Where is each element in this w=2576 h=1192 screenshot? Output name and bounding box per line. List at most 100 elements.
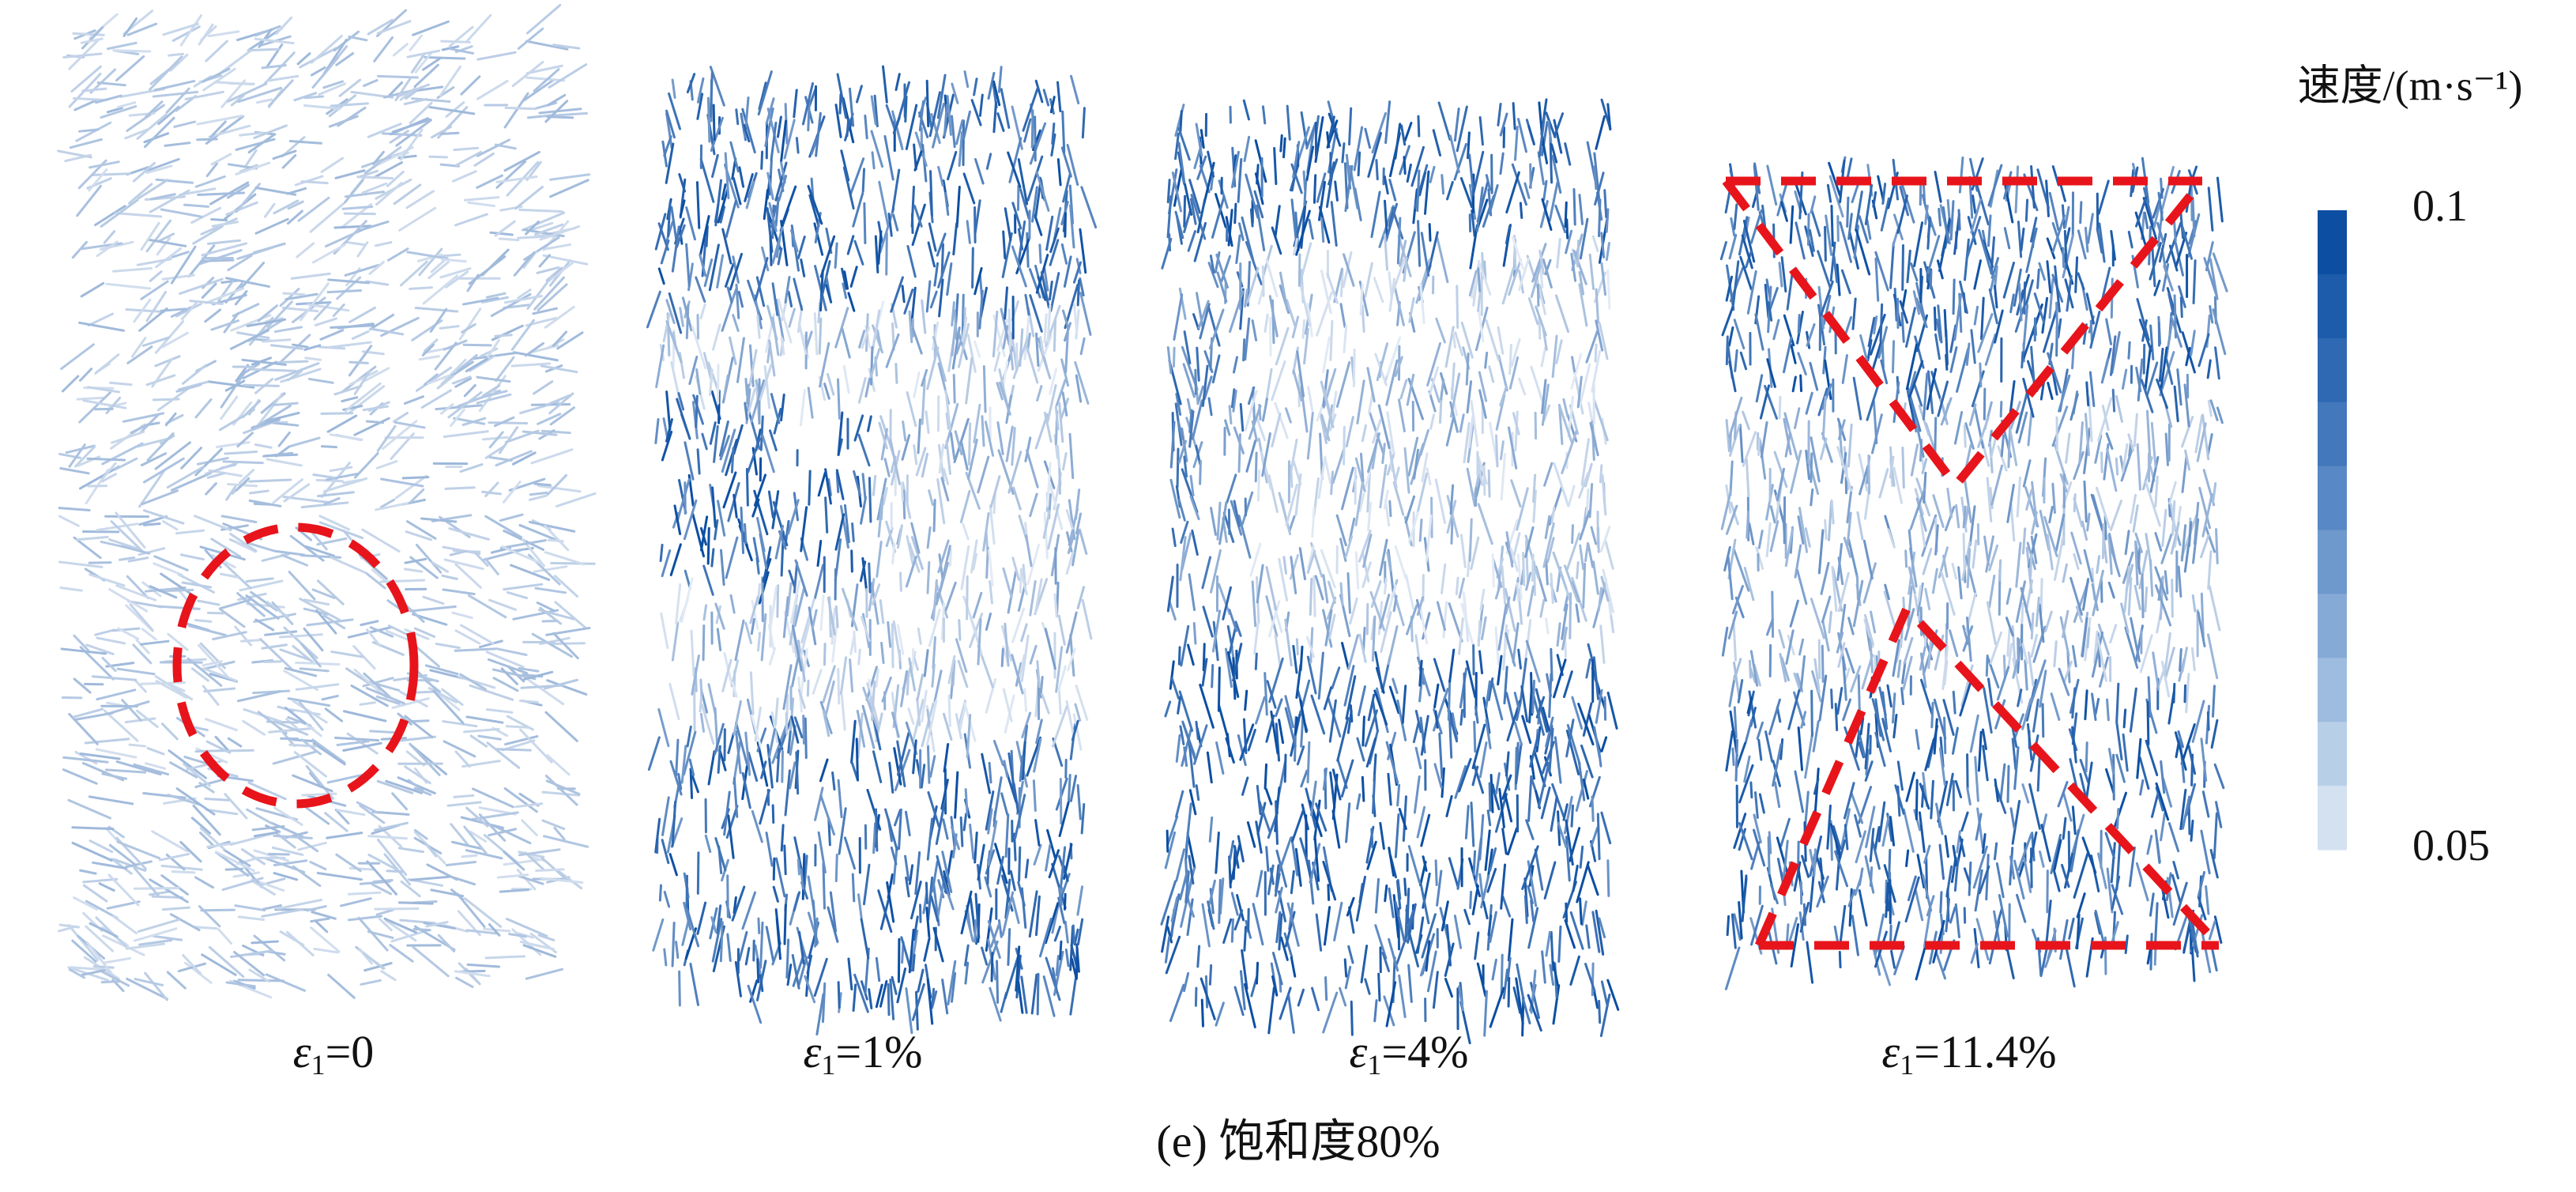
- vector: [721, 288, 737, 332]
- vector: [974, 919, 977, 943]
- vector: [857, 712, 864, 759]
- vector: [80, 281, 105, 298]
- vector: [2051, 406, 2069, 447]
- vector: [1017, 981, 1024, 1014]
- vector: [998, 381, 1011, 416]
- vector: [788, 307, 796, 328]
- vector: [1557, 925, 1562, 963]
- vector: [1981, 833, 1987, 854]
- vector: [2154, 475, 2159, 507]
- vector: [2081, 836, 2097, 874]
- vector: [254, 217, 289, 235]
- vector: [984, 421, 995, 457]
- vector: [2011, 624, 2017, 665]
- vector: [734, 619, 745, 662]
- vector: [899, 670, 909, 707]
- vector: [1279, 134, 1283, 153]
- vector: [1075, 308, 1080, 340]
- vector: [399, 128, 424, 161]
- vector: [1995, 862, 2005, 899]
- vector: [714, 602, 725, 630]
- vector: [282, 292, 306, 296]
- vector: [1416, 472, 1428, 514]
- vector: [499, 513, 524, 522]
- vector: [1726, 915, 1731, 937]
- vector: [1344, 164, 1354, 213]
- vector: [717, 500, 726, 537]
- vector: [868, 477, 872, 523]
- vector: [982, 512, 990, 552]
- vector: [266, 74, 299, 82]
- vector: [293, 751, 328, 778]
- vector: [691, 654, 700, 696]
- vector: [372, 161, 404, 179]
- vector: [2190, 819, 2194, 842]
- vector: [386, 170, 405, 187]
- vector: [250, 880, 276, 896]
- vector: [454, 213, 488, 227]
- vector: [2201, 790, 2210, 818]
- vector: [1436, 236, 1449, 284]
- vector: [348, 36, 368, 42]
- vector: [719, 921, 724, 963]
- vector: [454, 750, 471, 768]
- vector: [1445, 794, 1453, 817]
- vector: [1193, 138, 1204, 169]
- vector: [115, 55, 145, 82]
- vector: [1489, 773, 1494, 813]
- vector: [1049, 272, 1060, 312]
- vector: [1935, 951, 1947, 980]
- vector: [137, 179, 169, 200]
- vector: [101, 462, 117, 480]
- vector: [431, 561, 450, 573]
- vector: [530, 402, 571, 406]
- vector: [144, 971, 168, 1002]
- vector: [1414, 709, 1422, 734]
- vector: [1261, 398, 1268, 422]
- vector: [750, 617, 755, 636]
- vector: [787, 290, 793, 307]
- vector: [1188, 854, 1195, 885]
- vector: [875, 983, 883, 1009]
- vector: [985, 907, 993, 952]
- vector: [1471, 723, 1486, 770]
- vector: [255, 392, 284, 428]
- vector: [1603, 696, 1607, 721]
- vector: [1458, 757, 1472, 793]
- vector: [1990, 257, 2000, 279]
- vector: [987, 71, 996, 100]
- vector: [488, 456, 513, 462]
- vector: [361, 528, 401, 553]
- vector: [253, 934, 286, 962]
- vector: [525, 40, 569, 51]
- vector: [541, 819, 566, 831]
- vector: [1480, 616, 1487, 640]
- vector: [2027, 651, 2035, 687]
- vector: [248, 968, 270, 983]
- vector: [1477, 306, 1485, 343]
- vector: [528, 494, 548, 501]
- vector: [2064, 941, 2076, 988]
- vector: [324, 812, 348, 832]
- vector: [1244, 983, 1256, 1028]
- vector: [654, 213, 667, 251]
- vector: [103, 709, 139, 742]
- vector: [676, 478, 691, 523]
- vector: [1433, 658, 1446, 692]
- vector: [546, 679, 588, 696]
- vector: [1177, 141, 1186, 186]
- vector: [756, 957, 760, 983]
- vector: [1065, 611, 1078, 654]
- vector: [2137, 546, 2141, 570]
- vector: [1188, 740, 1196, 788]
- vector: [997, 66, 1003, 93]
- vector: [759, 415, 764, 451]
- vector: [785, 582, 793, 617]
- vector: [208, 945, 245, 978]
- vector: [1866, 218, 1872, 240]
- vector: [734, 960, 742, 998]
- vector: [1044, 902, 1060, 945]
- vector: [356, 801, 379, 814]
- vector: [902, 489, 906, 520]
- vector: [770, 711, 779, 744]
